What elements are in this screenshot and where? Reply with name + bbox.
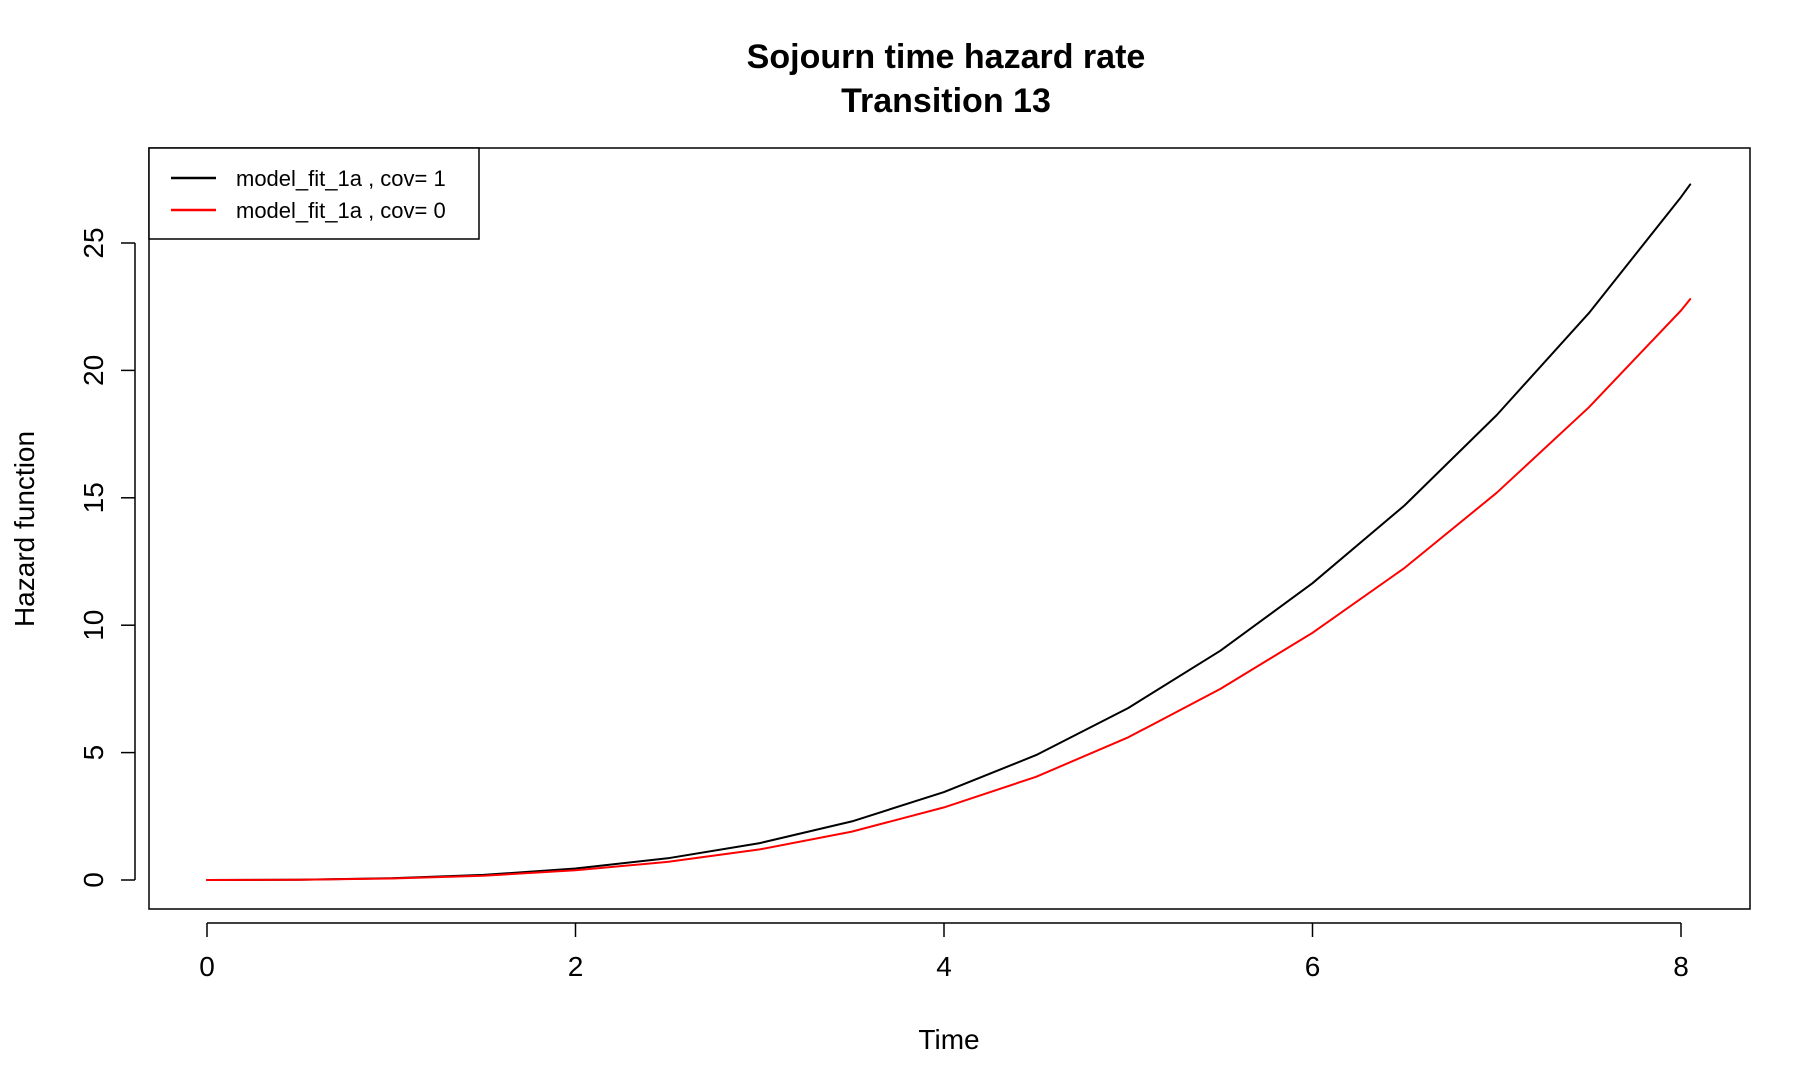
x-tick-label: 6 xyxy=(1305,951,1321,982)
x-tick-label: 0 xyxy=(199,951,215,982)
x-tick-label: 8 xyxy=(1673,951,1689,982)
y-tick-label: 20 xyxy=(78,355,109,386)
chart-subtitle: Transition 13 xyxy=(841,82,1051,120)
x-tick-label: 4 xyxy=(936,951,952,982)
y-tick-label: 25 xyxy=(78,227,109,258)
x-tick-label: 2 xyxy=(568,951,584,982)
plot-area-frame xyxy=(148,147,1751,910)
y-axis: 0 5 10 15 20 25 xyxy=(78,227,136,888)
y-tick-label: 5 xyxy=(78,745,109,761)
y-tick-label: 15 xyxy=(78,482,109,513)
legend-box xyxy=(148,147,480,240)
series-layer xyxy=(206,183,1692,881)
chart-title: Sojourn time hazard rate xyxy=(747,38,1146,76)
legend-label-cov1: model_fit_1a , cov= 1 xyxy=(236,166,446,191)
y-tick-label: 0 xyxy=(78,872,109,888)
x-axis: 0 2 4 6 8 xyxy=(199,922,1689,982)
legend: model_fit_1a , cov= 1 model_fit_1a , cov… xyxy=(148,147,480,240)
y-tick-label: 10 xyxy=(78,610,109,641)
x-axis-label: Time xyxy=(918,1024,979,1055)
legend-label-cov0: model_fit_1a , cov= 0 xyxy=(236,198,446,223)
series-line-cov0 xyxy=(206,298,1692,881)
y-axis-label: Hazard function xyxy=(9,431,40,627)
